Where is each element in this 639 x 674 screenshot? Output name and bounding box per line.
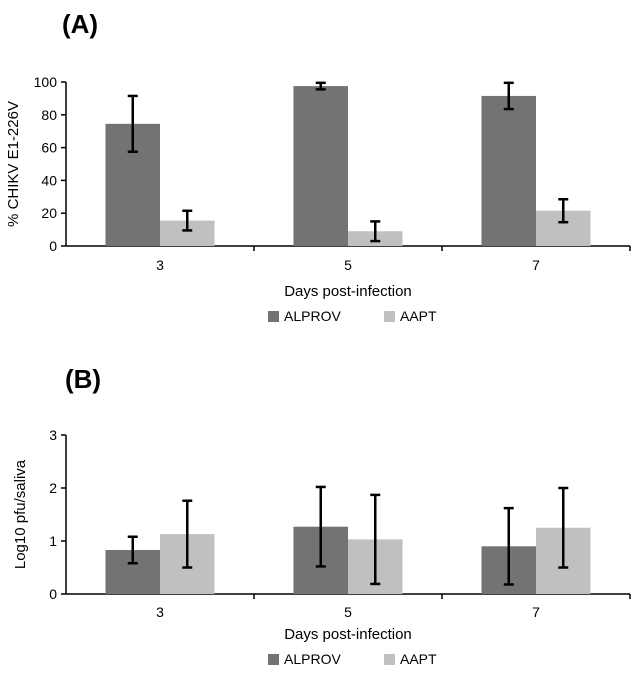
y-tick-label: 1 <box>49 533 57 549</box>
y-tick-label: 0 <box>49 238 57 254</box>
y-tick-label: 60 <box>41 140 57 156</box>
x-axis-title: Days post-infection <box>284 626 412 643</box>
legend-label-aapt: AAPT <box>400 651 437 667</box>
x-tick-label: 3 <box>156 257 164 273</box>
bar-alprov-day-5 <box>293 86 348 246</box>
panel-label: (B) <box>65 364 101 394</box>
legend-swatch-aapt <box>384 654 395 665</box>
y-tick-label: 100 <box>34 74 58 90</box>
y-tick-label: 40 <box>41 172 57 188</box>
legend-swatch-aapt <box>384 311 395 322</box>
legend-label-alprov: ALPROV <box>284 651 341 667</box>
y-tick-label: 2 <box>49 480 57 496</box>
x-tick-label: 7 <box>532 257 540 273</box>
y-axis-title: Log10 pfu/saliva <box>12 459 29 569</box>
legend: ALPROV AAPT <box>268 308 437 324</box>
x-tick-label: 3 <box>156 604 164 620</box>
panel-label: (A) <box>62 9 98 39</box>
bar-alprov-day-7 <box>481 95 536 246</box>
y-tick-label: 80 <box>41 107 57 123</box>
x-tick-label: 5 <box>344 257 352 273</box>
chart-panel-b: (B) 0 1 2 3 3 5 7 Days post-infection Log10 pfu/s… <box>12 364 631 667</box>
legend-label-alprov: ALPROV <box>284 308 341 324</box>
x-tick-label: 5 <box>344 604 352 620</box>
y-tick-label: 3 <box>49 427 57 443</box>
legend-label-aapt: AAPT <box>400 308 437 324</box>
x-tick-label: 7 <box>532 604 540 620</box>
chart-panel-a: (A) 0 20 40 60 80 100 3 5 7 Days post-infection % C… <box>5 9 631 324</box>
y-tick-label: 20 <box>41 205 57 221</box>
x-axis-title: Days post-infection <box>284 283 412 300</box>
legend-swatch-alprov <box>268 654 279 665</box>
y-axis-title: % CHIKV E1-226V <box>5 101 22 227</box>
legend: ALPROV AAPT <box>268 651 437 667</box>
legend-swatch-alprov <box>268 311 279 322</box>
y-tick-label: 0 <box>49 586 57 602</box>
